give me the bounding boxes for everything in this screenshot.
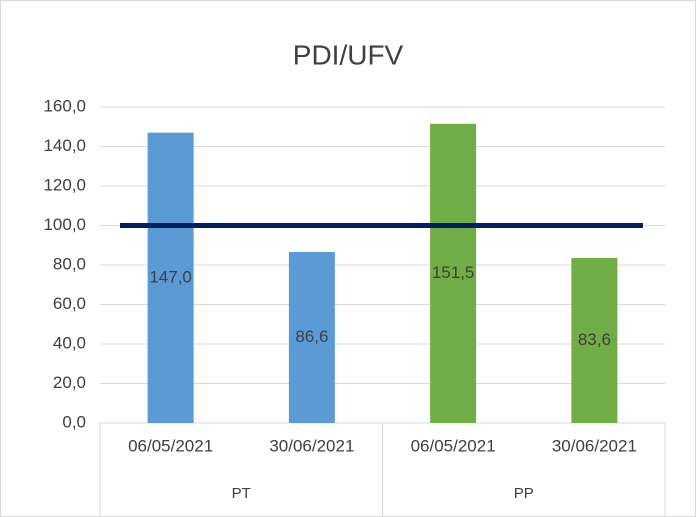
x-tick-label: 30/06/2021: [269, 436, 354, 455]
y-tick-label: 100,0: [43, 215, 86, 234]
data-label: 147,0: [149, 267, 192, 286]
y-tick-label: 140,0: [43, 136, 86, 155]
y-tick-label: 0,0: [62, 412, 86, 431]
data-label: 83,6: [578, 330, 611, 349]
bar: [288, 251, 335, 423]
y-tick-label: 40,0: [53, 333, 86, 352]
data-label: 151,5: [432, 263, 475, 282]
group-label: PP: [514, 485, 534, 502]
y-tick-label: 80,0: [53, 254, 86, 273]
x-tick-label: 30/06/2021: [552, 436, 637, 455]
x-tick-label: 06/05/2021: [411, 436, 496, 455]
x-tick-label: 06/05/2021: [128, 436, 213, 455]
data-label: 86,6: [295, 327, 328, 346]
bar: [147, 132, 194, 424]
group-label: PT: [232, 485, 251, 502]
y-tick-label: 120,0: [43, 175, 86, 194]
bar: [571, 257, 618, 423]
y-tick-label: 60,0: [53, 294, 86, 313]
y-tick-label: 20,0: [53, 373, 86, 392]
y-tick-label: 160,0: [43, 96, 86, 115]
bar: [430, 123, 477, 423]
chart-title: PDI/UFV: [293, 39, 404, 70]
